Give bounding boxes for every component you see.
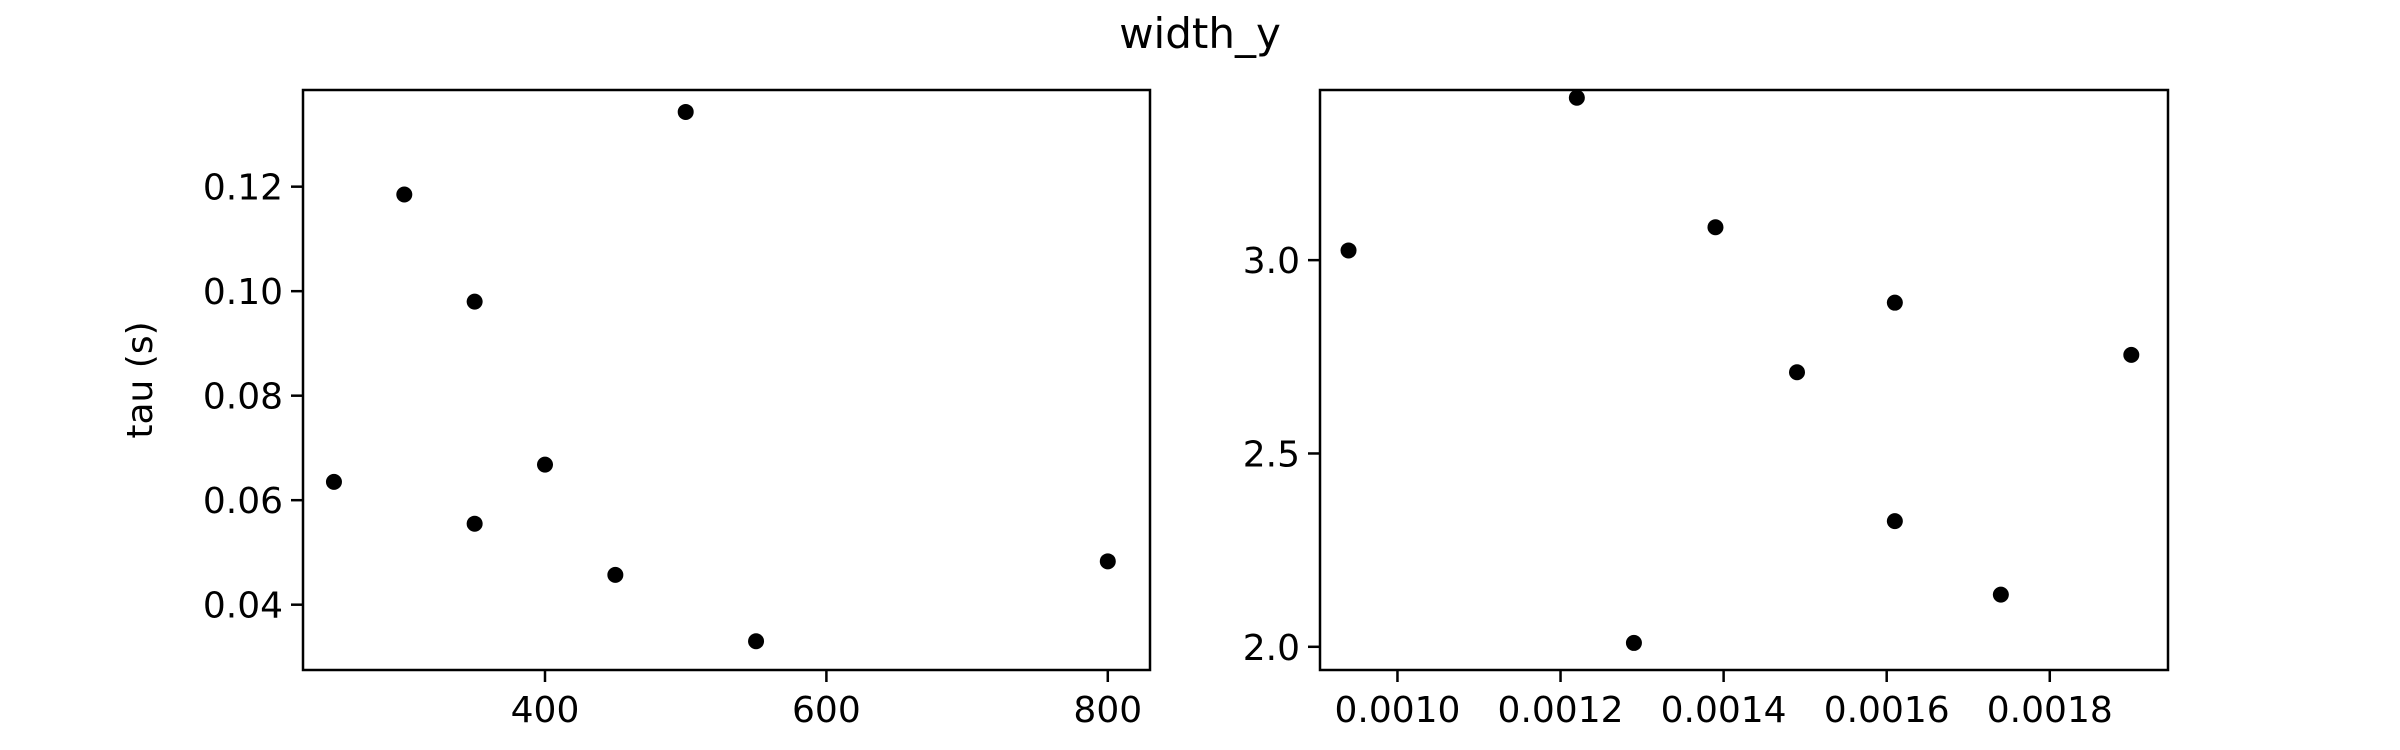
data-point (1886, 513, 1903, 530)
y-tick-label: 0.06 (203, 481, 283, 522)
y-axis-label: tau (s) (120, 321, 161, 438)
y-tick-label: 0.10 (203, 272, 283, 313)
y-tick-label: 0.04 (203, 586, 283, 627)
x-tick-label: 0.0018 (1987, 690, 2113, 731)
y-tick-label: 3.0 (1243, 241, 1300, 282)
data-point (537, 456, 553, 473)
data-point (1789, 364, 1805, 381)
data-point (1568, 89, 1585, 106)
data-point (1099, 553, 1116, 570)
data-point (748, 633, 765, 650)
data-point (1707, 219, 1724, 236)
y-tick-label: 0.12 (203, 168, 283, 209)
left-scatter-plot: 400 600 800 0.04 0.06 0.08 0.10 0.12 tau (s) (120, 88, 1152, 731)
x-tick-label: 600 (792, 690, 861, 731)
data-point (1625, 634, 1642, 651)
y-tick-label: 2.0 (1243, 628, 1300, 669)
x-tick-label: 0.0016 (1824, 690, 1950, 731)
x-tick-label: 800 (1073, 690, 1142, 731)
right-scatter-plot: 0.0010 0.0012 0.0014 0.0016 0.0018 2.0 2.5 3.0 (1243, 88, 2170, 731)
figure-title: width_y (1119, 9, 1281, 58)
data-point (2123, 346, 2140, 363)
x-tick-label: 0.0014 (1661, 690, 1787, 731)
plot-frame (1318, 88, 2170, 672)
data-point (466, 515, 483, 532)
data-point (677, 103, 694, 120)
data-point (396, 186, 413, 203)
data-point (325, 473, 342, 490)
plot-frame (301, 88, 1152, 672)
y-tick-label: 0.08 (203, 377, 283, 418)
y-tick-label: 2.5 (1243, 434, 1300, 475)
data-point (607, 566, 624, 583)
data-point (466, 293, 483, 310)
x-tick-label: 0.0012 (1498, 690, 1624, 731)
x-tick-label: 0.0010 (1334, 690, 1460, 731)
data-point (1340, 242, 1357, 259)
data-point (1886, 294, 1903, 311)
x-tick-label: 400 (511, 690, 580, 731)
data-point (1992, 586, 2009, 603)
